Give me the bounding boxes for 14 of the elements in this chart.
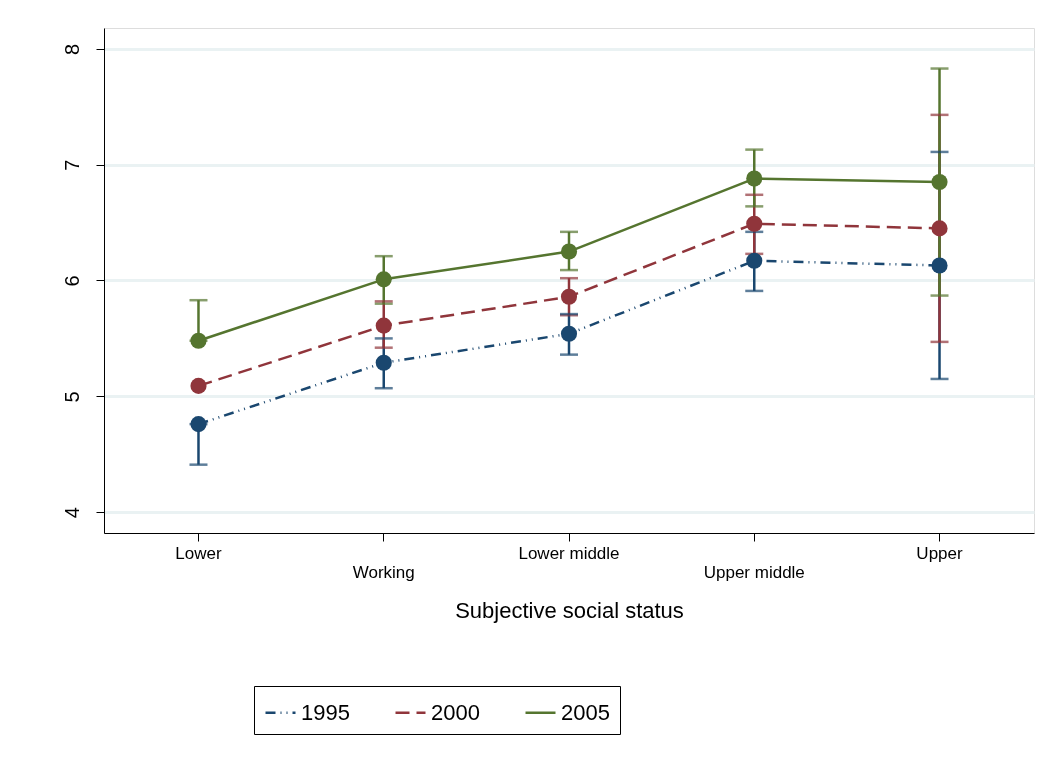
y-tick-label: 4 [60, 507, 83, 519]
x-tick-label: Working [352, 562, 415, 582]
x-tick-label: Upper [916, 543, 963, 563]
y-tick-label: 8 [60, 43, 83, 55]
y-tick-label: 6 [60, 275, 83, 287]
x-axis-title: Subjective social status [455, 597, 684, 623]
x-tick-label: Lower [175, 543, 222, 563]
legend-label: 2005 [561, 699, 610, 725]
y-tick-label: 5 [60, 391, 83, 403]
x-tick-label: Lower middle [518, 543, 620, 563]
legend-label: 1995 [301, 699, 350, 725]
legend-label: 2000 [431, 699, 480, 725]
x-tick-label: Upper middle [703, 562, 805, 582]
y-tick-label: 7 [60, 159, 83, 171]
